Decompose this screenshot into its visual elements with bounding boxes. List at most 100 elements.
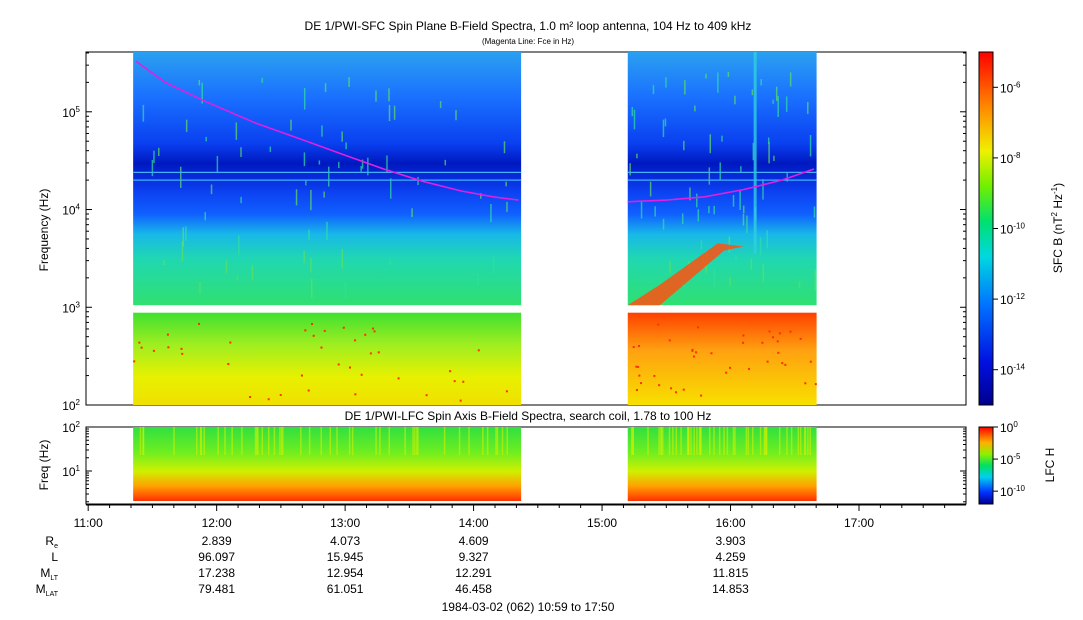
- lfc-texture-streak: [765, 427, 767, 455]
- sfc-texture-streak: [269, 146, 272, 153]
- sfc-texture-dot: [675, 391, 678, 394]
- sfc-texture-dot: [640, 382, 643, 385]
- sfc-low-band-block: [627, 312, 817, 405]
- sfc-texture-streak: [652, 85, 655, 95]
- sfc-texture-dot: [323, 329, 326, 332]
- lfc-texture-streak: [273, 427, 276, 455]
- lfc-texture-streak: [506, 427, 508, 455]
- sfc-texture-streak: [814, 268, 817, 291]
- sfc-texture-streak: [323, 191, 325, 198]
- ephemeris-value: 4.609: [459, 534, 489, 548]
- sfc-texture-streak: [767, 137, 770, 144]
- sfc-texture-streak: [773, 155, 775, 161]
- lfc-texture-streak: [379, 427, 381, 455]
- lfc-texture-streak: [709, 427, 711, 455]
- sfc-texture-streak: [719, 162, 721, 181]
- sfc-texture-streak: [388, 88, 390, 102]
- ephemeris-value: 9.327: [459, 550, 489, 564]
- sfc-texture-dot: [638, 344, 641, 347]
- ephemeris-value: 3.903: [716, 534, 746, 548]
- sfc-vertical-streak: [753, 52, 757, 255]
- lfc-texture-streak: [414, 427, 416, 455]
- sfc-texture-streak: [303, 88, 306, 110]
- ephemeris-value: 46.458: [455, 582, 492, 596]
- sfc-texture-streak: [360, 166, 362, 172]
- ephemeris-value: 61.051: [327, 582, 364, 596]
- sfc-texture-dot: [180, 347, 183, 350]
- sfc-texture-dot: [462, 380, 465, 383]
- sfc-texture-streak: [752, 142, 755, 161]
- sfc-texture-streak: [739, 191, 741, 210]
- sfc-texture-streak: [240, 147, 242, 157]
- ephemeris-value: 12.291: [455, 566, 492, 580]
- sfc-texture-streak: [142, 104, 145, 122]
- y-tick-label: 102: [62, 398, 80, 413]
- sfc-texture-streak: [348, 77, 350, 87]
- lfc-texture-streak: [256, 427, 258, 455]
- sfc-texture-dot: [369, 352, 372, 355]
- time-tick-label: 13:00: [330, 516, 360, 530]
- sfc-texture-streak: [235, 122, 238, 140]
- sfc-texture-dot: [198, 322, 201, 325]
- sfc-texture-streak: [772, 99, 774, 104]
- lfc-texture-streak: [658, 427, 660, 455]
- sfc-texture-streak: [490, 204, 492, 223]
- sfc-texture-streak: [480, 193, 482, 199]
- sfc-texture-streak: [746, 215, 748, 234]
- ephemeris-value: 14.853: [712, 582, 749, 596]
- sfc-texture-streak: [729, 276, 731, 286]
- sfc-texture-streak: [308, 229, 310, 240]
- lfc-texture-streak: [231, 427, 233, 455]
- lfc-spectrogram-panel: 101 102 Freq (Hz): [37, 420, 967, 505]
- sfc-texture-streak: [225, 260, 228, 273]
- sfc-texture-dot: [632, 346, 635, 349]
- sfc-texture-dot: [729, 366, 732, 369]
- sfc-texture-streak: [204, 212, 206, 221]
- sfc-texture-dot: [637, 365, 640, 368]
- sfc-texture-streak: [492, 255, 495, 273]
- colorbar-tick-label: 10-14: [1000, 363, 1025, 378]
- sfc-texture-dot: [364, 333, 367, 336]
- lfc-texture-streak: [726, 427, 729, 455]
- lfc-texture-streak: [764, 427, 766, 455]
- sfc-texture-dot: [138, 341, 141, 344]
- sfc-colorbar-ticks: 10-6 10-8 10-10 10-12 10-14: [993, 80, 1025, 378]
- lfc-texture-streak: [203, 427, 206, 455]
- sfc-colorbar-gradient: [978, 51, 994, 406]
- lfc-y-label: Freq (Hz): [37, 440, 51, 491]
- sfc-texture-streak: [649, 181, 652, 197]
- sfc-texture-streak: [236, 275, 239, 281]
- lfc-texture-streak: [696, 427, 698, 455]
- time-tick-label: 17:00: [844, 516, 874, 530]
- y-tick-label: 105: [62, 105, 80, 120]
- sfc-texture-dot: [809, 360, 812, 363]
- lfc-texture-streak: [699, 427, 702, 455]
- sfc-subtitle: (Magenta Line: Fce in Hz): [482, 37, 574, 46]
- sfc-texture-dot: [772, 336, 775, 339]
- sfc-texture-streak: [201, 82, 204, 104]
- sfc-texture-dot: [768, 330, 771, 333]
- lfc-texture-streak: [482, 427, 484, 455]
- ephemeris-row-label: Re: [45, 534, 58, 550]
- sfc-texture-streak: [762, 179, 764, 200]
- lfc-texture-streak: [375, 427, 377, 455]
- lfc-texture-streak: [257, 427, 259, 455]
- colorbar-tick-label: 100: [1000, 420, 1018, 435]
- sfc-texture-streak: [654, 206, 656, 217]
- sfc-texture-dot: [691, 348, 694, 351]
- sfc-texture-streak: [708, 167, 711, 185]
- sfc-texture-streak: [411, 208, 413, 218]
- sfc-texture-dot: [349, 366, 352, 369]
- sfc-texture-streak: [633, 109, 636, 130]
- lfc-texture-streak: [807, 427, 809, 455]
- sfc-texture-streak: [640, 200, 643, 219]
- sfc-texture-dot: [279, 394, 282, 397]
- lfc-texture-streak: [680, 427, 682, 455]
- lfc-texture-streak: [496, 427, 499, 455]
- sfc-texture-streak: [444, 159, 447, 166]
- lfc-texture-streak: [661, 427, 664, 455]
- sfc-texture-dot: [167, 346, 170, 349]
- sfc-texture-dot: [742, 341, 745, 344]
- lfc-texture-streak: [713, 427, 715, 455]
- sfc-texture-streak: [681, 213, 684, 225]
